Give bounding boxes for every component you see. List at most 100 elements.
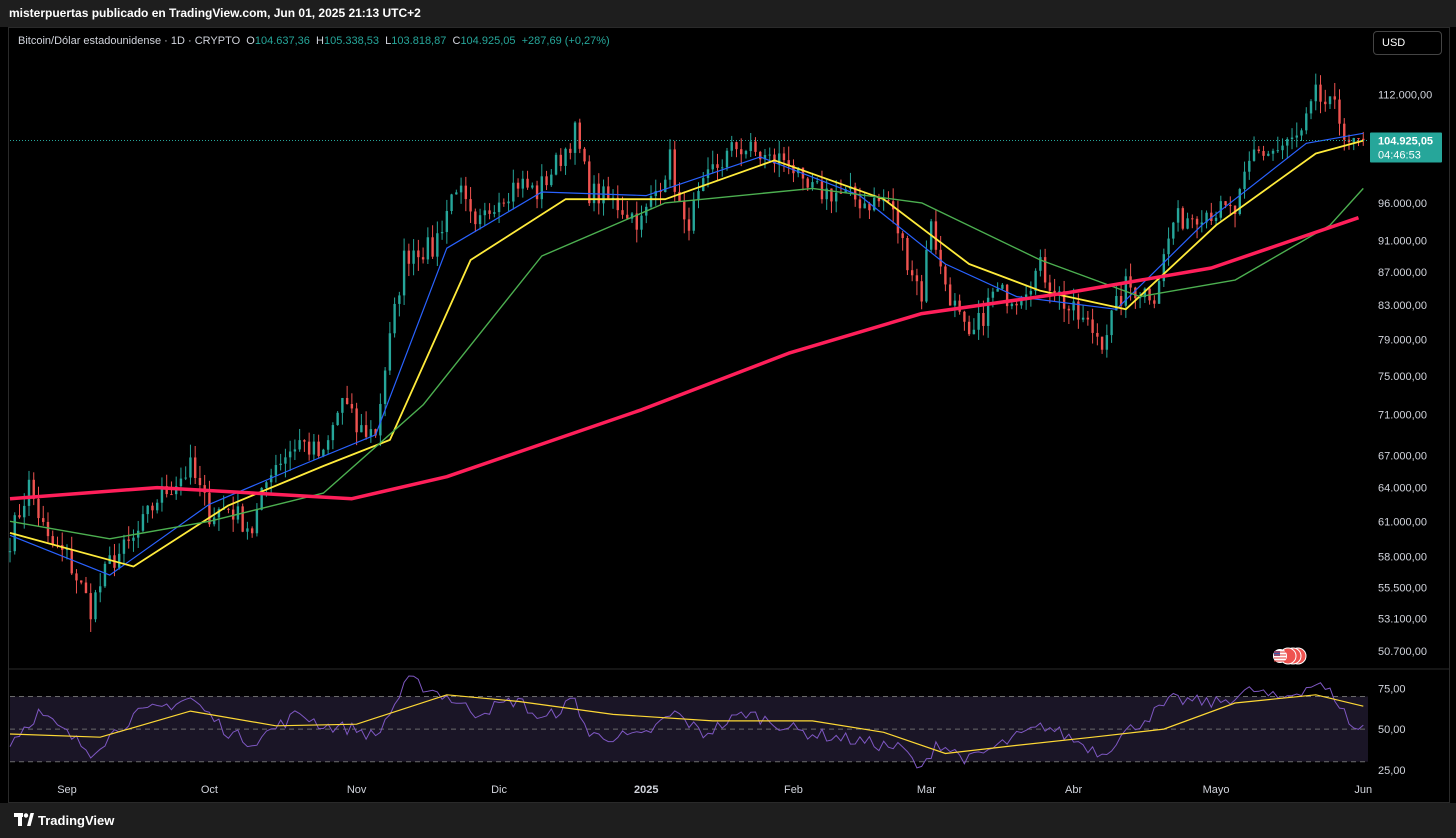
candle-body bbox=[32, 479, 35, 499]
candle-body bbox=[1248, 160, 1251, 172]
candle-body bbox=[1243, 171, 1246, 190]
candle-body bbox=[901, 233, 904, 239]
candle-body bbox=[317, 441, 320, 457]
candle-body bbox=[84, 582, 88, 594]
candle-body bbox=[265, 482, 268, 488]
candle-body bbox=[716, 164, 719, 168]
tradingview-brand: TradingView bbox=[14, 810, 114, 830]
candle-body bbox=[1062, 291, 1066, 309]
candle-body bbox=[1048, 282, 1052, 291]
y-tick-label: 64.000,00 bbox=[1378, 483, 1427, 495]
candle-body bbox=[967, 321, 971, 335]
candle-body bbox=[1362, 138, 1365, 141]
candle-body bbox=[217, 508, 221, 518]
candle-body bbox=[749, 141, 752, 152]
candle-body bbox=[906, 238, 909, 271]
candle-body bbox=[288, 451, 292, 458]
candle-body bbox=[611, 197, 615, 199]
candle-body bbox=[1134, 287, 1137, 299]
candle-body bbox=[1257, 149, 1260, 152]
candle-body bbox=[298, 440, 301, 450]
candle-body bbox=[497, 202, 501, 213]
candle-body bbox=[759, 151, 762, 160]
candle-body bbox=[355, 408, 358, 433]
x-tick-label: Nov bbox=[347, 784, 367, 796]
candle-body bbox=[711, 164, 714, 170]
candle-body bbox=[431, 237, 434, 257]
y-tick-label: 55.500,00 bbox=[1378, 583, 1427, 595]
candle-body bbox=[834, 192, 838, 202]
candle-body bbox=[740, 149, 743, 155]
candle-body bbox=[787, 160, 790, 166]
flag-canton bbox=[1274, 651, 1280, 656]
candle-body bbox=[65, 548, 69, 550]
candle-body bbox=[8, 551, 12, 553]
candle-body bbox=[193, 457, 197, 479]
candle-body bbox=[778, 153, 781, 164]
candle-body bbox=[1338, 99, 1341, 124]
candle-body bbox=[127, 539, 130, 541]
candle-body bbox=[977, 312, 980, 330]
low-key: L bbox=[385, 35, 392, 47]
candle-body bbox=[934, 221, 938, 250]
candle-body bbox=[1252, 149, 1256, 161]
candle-body bbox=[388, 333, 392, 371]
y-tick-label: 53.100,00 bbox=[1378, 614, 1427, 626]
candle-body bbox=[146, 505, 149, 515]
x-tick-label: 2025 bbox=[634, 784, 658, 796]
candle-body bbox=[1214, 217, 1218, 221]
candle-body bbox=[1191, 218, 1194, 220]
candle-body bbox=[469, 199, 472, 212]
candle-body bbox=[502, 202, 506, 204]
candle-body bbox=[697, 191, 700, 201]
candle-body bbox=[1262, 151, 1265, 156]
candle-body bbox=[963, 311, 966, 322]
rsi-tick-label: 25,00 bbox=[1378, 765, 1406, 777]
last-price-value: 104.925,05 bbox=[1378, 135, 1433, 147]
candle-body bbox=[326, 440, 330, 450]
candle-body bbox=[1286, 138, 1289, 146]
candle-body bbox=[1072, 301, 1075, 311]
candle-body bbox=[578, 122, 581, 149]
candle-body bbox=[1186, 218, 1189, 229]
candle-body bbox=[797, 167, 800, 174]
candle-body bbox=[141, 514, 145, 531]
candle-body bbox=[350, 404, 354, 409]
y-tick-label: 91.000,00 bbox=[1378, 235, 1427, 247]
x-tick-label: Jun bbox=[1354, 784, 1372, 796]
close-value: 104.925,05 bbox=[460, 35, 516, 47]
change-value: +287,69 (+0,27%) bbox=[521, 35, 610, 47]
candle-body bbox=[1343, 123, 1346, 140]
candle-body bbox=[212, 517, 216, 525]
candle-body bbox=[1086, 317, 1090, 320]
candle-body bbox=[773, 154, 776, 164]
candle-body bbox=[331, 425, 335, 441]
candle-body bbox=[360, 425, 363, 433]
candle-body bbox=[307, 441, 311, 455]
candle-body bbox=[621, 210, 624, 215]
y-tick-label: 67.000,00 bbox=[1378, 450, 1427, 462]
candle-body bbox=[1162, 254, 1166, 282]
candle-body bbox=[1195, 218, 1199, 225]
y-tick-label: 83.000,00 bbox=[1378, 300, 1427, 312]
candle-body bbox=[839, 192, 843, 194]
candle-body bbox=[151, 505, 154, 511]
candle-body bbox=[436, 233, 439, 257]
candle-body bbox=[545, 176, 548, 186]
y-tick-label: 50.700,00 bbox=[1378, 646, 1427, 658]
chart-panel[interactable] bbox=[8, 27, 1450, 803]
footer-bar bbox=[0, 803, 1456, 838]
candle-body bbox=[1267, 153, 1270, 156]
currency-button[interactable]: USD bbox=[1373, 31, 1442, 55]
x-tick-label: Dic bbox=[491, 784, 507, 796]
candle-body bbox=[559, 154, 562, 166]
candle-body bbox=[982, 312, 985, 326]
candle-body bbox=[170, 494, 173, 496]
candle-body bbox=[649, 196, 653, 207]
candle-body bbox=[1347, 139, 1351, 143]
candle-body bbox=[412, 250, 415, 264]
candle-body bbox=[1029, 290, 1033, 295]
candle-body bbox=[1238, 189, 1241, 215]
rsi-tick-label: 75,00 bbox=[1378, 683, 1406, 695]
